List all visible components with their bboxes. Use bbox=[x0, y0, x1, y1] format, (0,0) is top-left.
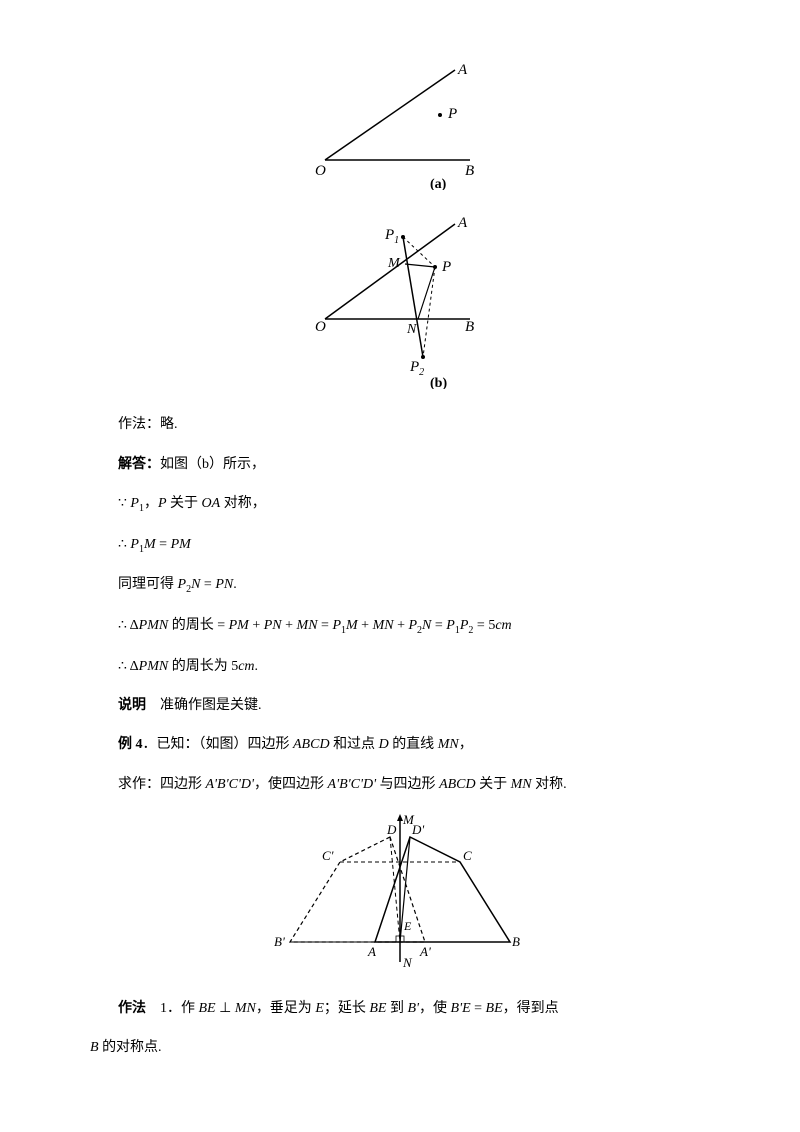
svg-text:M: M bbox=[387, 256, 401, 271]
svg-text:P: P bbox=[447, 106, 457, 122]
fig-c-svg: M N D D' C C' B B' A A' E bbox=[260, 812, 540, 972]
figure-b: A O B P P1 P2 M N (b) bbox=[90, 209, 710, 398]
zuofa2-cont: B 的对称点. bbox=[90, 1035, 710, 1060]
svg-text:B: B bbox=[465, 163, 474, 179]
svg-text:O: O bbox=[315, 163, 326, 179]
svg-text:(a): (a) bbox=[430, 177, 447, 190]
svg-text:D': D' bbox=[411, 822, 424, 837]
eq-line-5: ∴ ΔPMN 的周长为 5cm. bbox=[90, 654, 710, 679]
svg-text:B': B' bbox=[274, 934, 285, 949]
svg-text:D: D bbox=[386, 822, 397, 837]
svg-text:(b): (b) bbox=[430, 376, 447, 389]
svg-text:A: A bbox=[367, 944, 376, 959]
fig-b-svg: A O B P P1 P2 M N (b) bbox=[315, 209, 485, 389]
figure-a: A O B P (a) bbox=[90, 60, 710, 199]
jieda-line: 解答：如图（b）所示， bbox=[90, 452, 710, 477]
svg-text:P2: P2 bbox=[409, 359, 424, 378]
li4-line: 例 4．已知：（如图）四边形 ABCD 和过点 D 的直线 MN， bbox=[90, 732, 710, 757]
svg-text:C: C bbox=[463, 848, 472, 863]
svg-text:N: N bbox=[406, 322, 417, 337]
svg-text:A': A' bbox=[419, 944, 431, 959]
shuoming-line: 说明 准确作图是关键. bbox=[90, 693, 710, 718]
svg-text:B: B bbox=[465, 319, 474, 335]
sym-line-1: ∵ P1，P 关于 OA 对称， bbox=[90, 491, 710, 518]
zuofa-line: 作法：略. bbox=[90, 412, 710, 437]
svg-text:P: P bbox=[441, 259, 451, 275]
svg-text:O: O bbox=[315, 319, 326, 335]
svg-text:A: A bbox=[457, 62, 468, 78]
qiuzuo-line: 求作：四边形 A'B'C'D'，使四边形 A'B'C'D' 与四边形 ABCD … bbox=[90, 772, 710, 797]
svg-text:C': C' bbox=[322, 848, 334, 863]
eq-line-2: ∴ P1M = PM bbox=[90, 532, 710, 559]
eq-line-4: ∴ ΔPMN 的周长 = PM + PN + MN = P1M + MN + P… bbox=[90, 613, 710, 640]
figure-c: M N D D' C C' B B' A A' E bbox=[90, 812, 710, 981]
eq-line-3: 同理可得 P2N = PN. bbox=[90, 572, 710, 599]
svg-text:E: E bbox=[403, 919, 412, 933]
zuofa2-line: 作法 1．作 BE ⊥ MN，垂足为 E；延长 BE 到 B'，使 B'E = … bbox=[90, 996, 710, 1021]
fig-a-svg: A O B P (a) bbox=[315, 60, 485, 190]
svg-text:B: B bbox=[512, 934, 520, 949]
svg-text:A: A bbox=[457, 215, 468, 231]
svg-text:N: N bbox=[402, 955, 413, 970]
svg-text:P1: P1 bbox=[384, 227, 399, 246]
